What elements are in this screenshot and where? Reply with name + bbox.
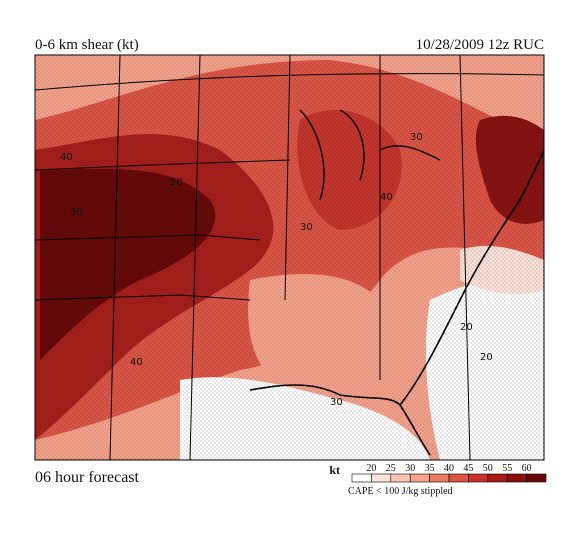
- legend-swatch: [506, 473, 527, 483]
- map-frame: [34, 54, 545, 461]
- legend-level: 30: [405, 463, 415, 474]
- legend-swatch: [351, 473, 372, 483]
- legend-swatch: [487, 473, 508, 483]
- legend-unit: kt: [329, 463, 340, 477]
- legend-swatch: [390, 473, 411, 483]
- legend-swatch: [371, 473, 392, 483]
- color-legend: 20 25 30 35 40 45 50 55 60: [351, 463, 547, 483]
- legend-level: 50: [483, 463, 493, 474]
- legend-note: CAPE < 100 J/kg stippled: [348, 486, 453, 497]
- contour-label: 40: [60, 152, 73, 163]
- legend-swatch: [468, 473, 489, 483]
- legend-level: 60: [522, 463, 532, 474]
- contour-label: 50: [170, 177, 183, 188]
- legend-level: 20: [366, 463, 376, 474]
- legend-swatch: [448, 473, 469, 483]
- map-title: 0-6 km shear (kt): [35, 37, 139, 53]
- contour-labels: 40 30 50 30 40 20 40 30 20 30: [60, 132, 493, 408]
- legend-swatch: [429, 473, 450, 483]
- legend-level: 40: [444, 463, 454, 474]
- legend-level: 25: [386, 463, 396, 474]
- contour-label: 30: [410, 132, 423, 143]
- contour-label: 40: [130, 357, 143, 368]
- contour-label: 20: [480, 352, 493, 363]
- legend-level: 55: [502, 463, 512, 474]
- contour-label: 20: [460, 322, 473, 333]
- forecast-label: 06 hour forecast: [35, 469, 140, 486]
- contour-label: 30: [330, 397, 343, 408]
- legend-level: 45: [463, 463, 473, 474]
- contour-label: 30: [70, 207, 83, 218]
- contour-label: 40: [380, 192, 393, 203]
- valid-time: 10/28/2009 12z RUC: [416, 37, 544, 53]
- map: 40 30 50 30 40 20 40 30 20 30: [35, 55, 544, 460]
- legend-level: 35: [425, 463, 435, 474]
- contour-label: 30: [300, 222, 313, 233]
- legend-swatch: [526, 473, 547, 483]
- legend-swatch: [409, 473, 430, 483]
